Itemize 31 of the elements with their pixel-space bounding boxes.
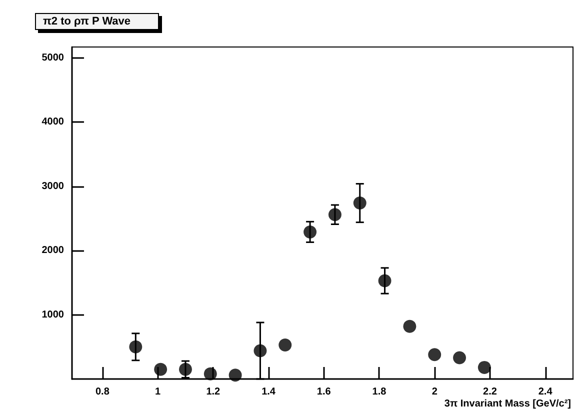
point: [328, 208, 342, 222]
x-tick-label: 1.4: [262, 386, 276, 398]
point: [278, 338, 292, 352]
point: [403, 320, 416, 333]
point: [228, 368, 242, 382]
x-tick-label: 1: [155, 386, 162, 398]
y-tick-label: 5000: [42, 52, 64, 64]
x-tick-label: 2: [432, 386, 438, 398]
point: [428, 348, 442, 362]
x-tick-label: 1.6: [316, 386, 332, 398]
x-tick-label: 0.8: [95, 386, 110, 398]
x-tick-label: 1.2: [206, 386, 221, 398]
point: [154, 362, 168, 376]
point: [179, 362, 192, 376]
x-tick-label: 1.8: [372, 386, 387, 398]
point: [453, 351, 466, 364]
y-tick-label: 4000: [42, 116, 64, 128]
y-tick-label: 1000: [42, 309, 64, 320]
y-tick-label: 2000: [42, 245, 64, 256]
point: [304, 225, 317, 238]
point: [378, 274, 392, 288]
y-tick-label: 3000: [42, 180, 64, 192]
point: [353, 196, 366, 210]
x-axis-title: 3π Invariant Mass [GeV/c²]: [444, 398, 571, 410]
point: [478, 360, 491, 374]
x-tick-label: 2.4: [538, 386, 553, 398]
point: [129, 340, 142, 354]
point: [204, 367, 217, 380]
x-tick-label: 2.2: [483, 386, 498, 398]
chart-title: π2 to ρπ P Wave: [43, 16, 131, 28]
point: [254, 344, 267, 358]
